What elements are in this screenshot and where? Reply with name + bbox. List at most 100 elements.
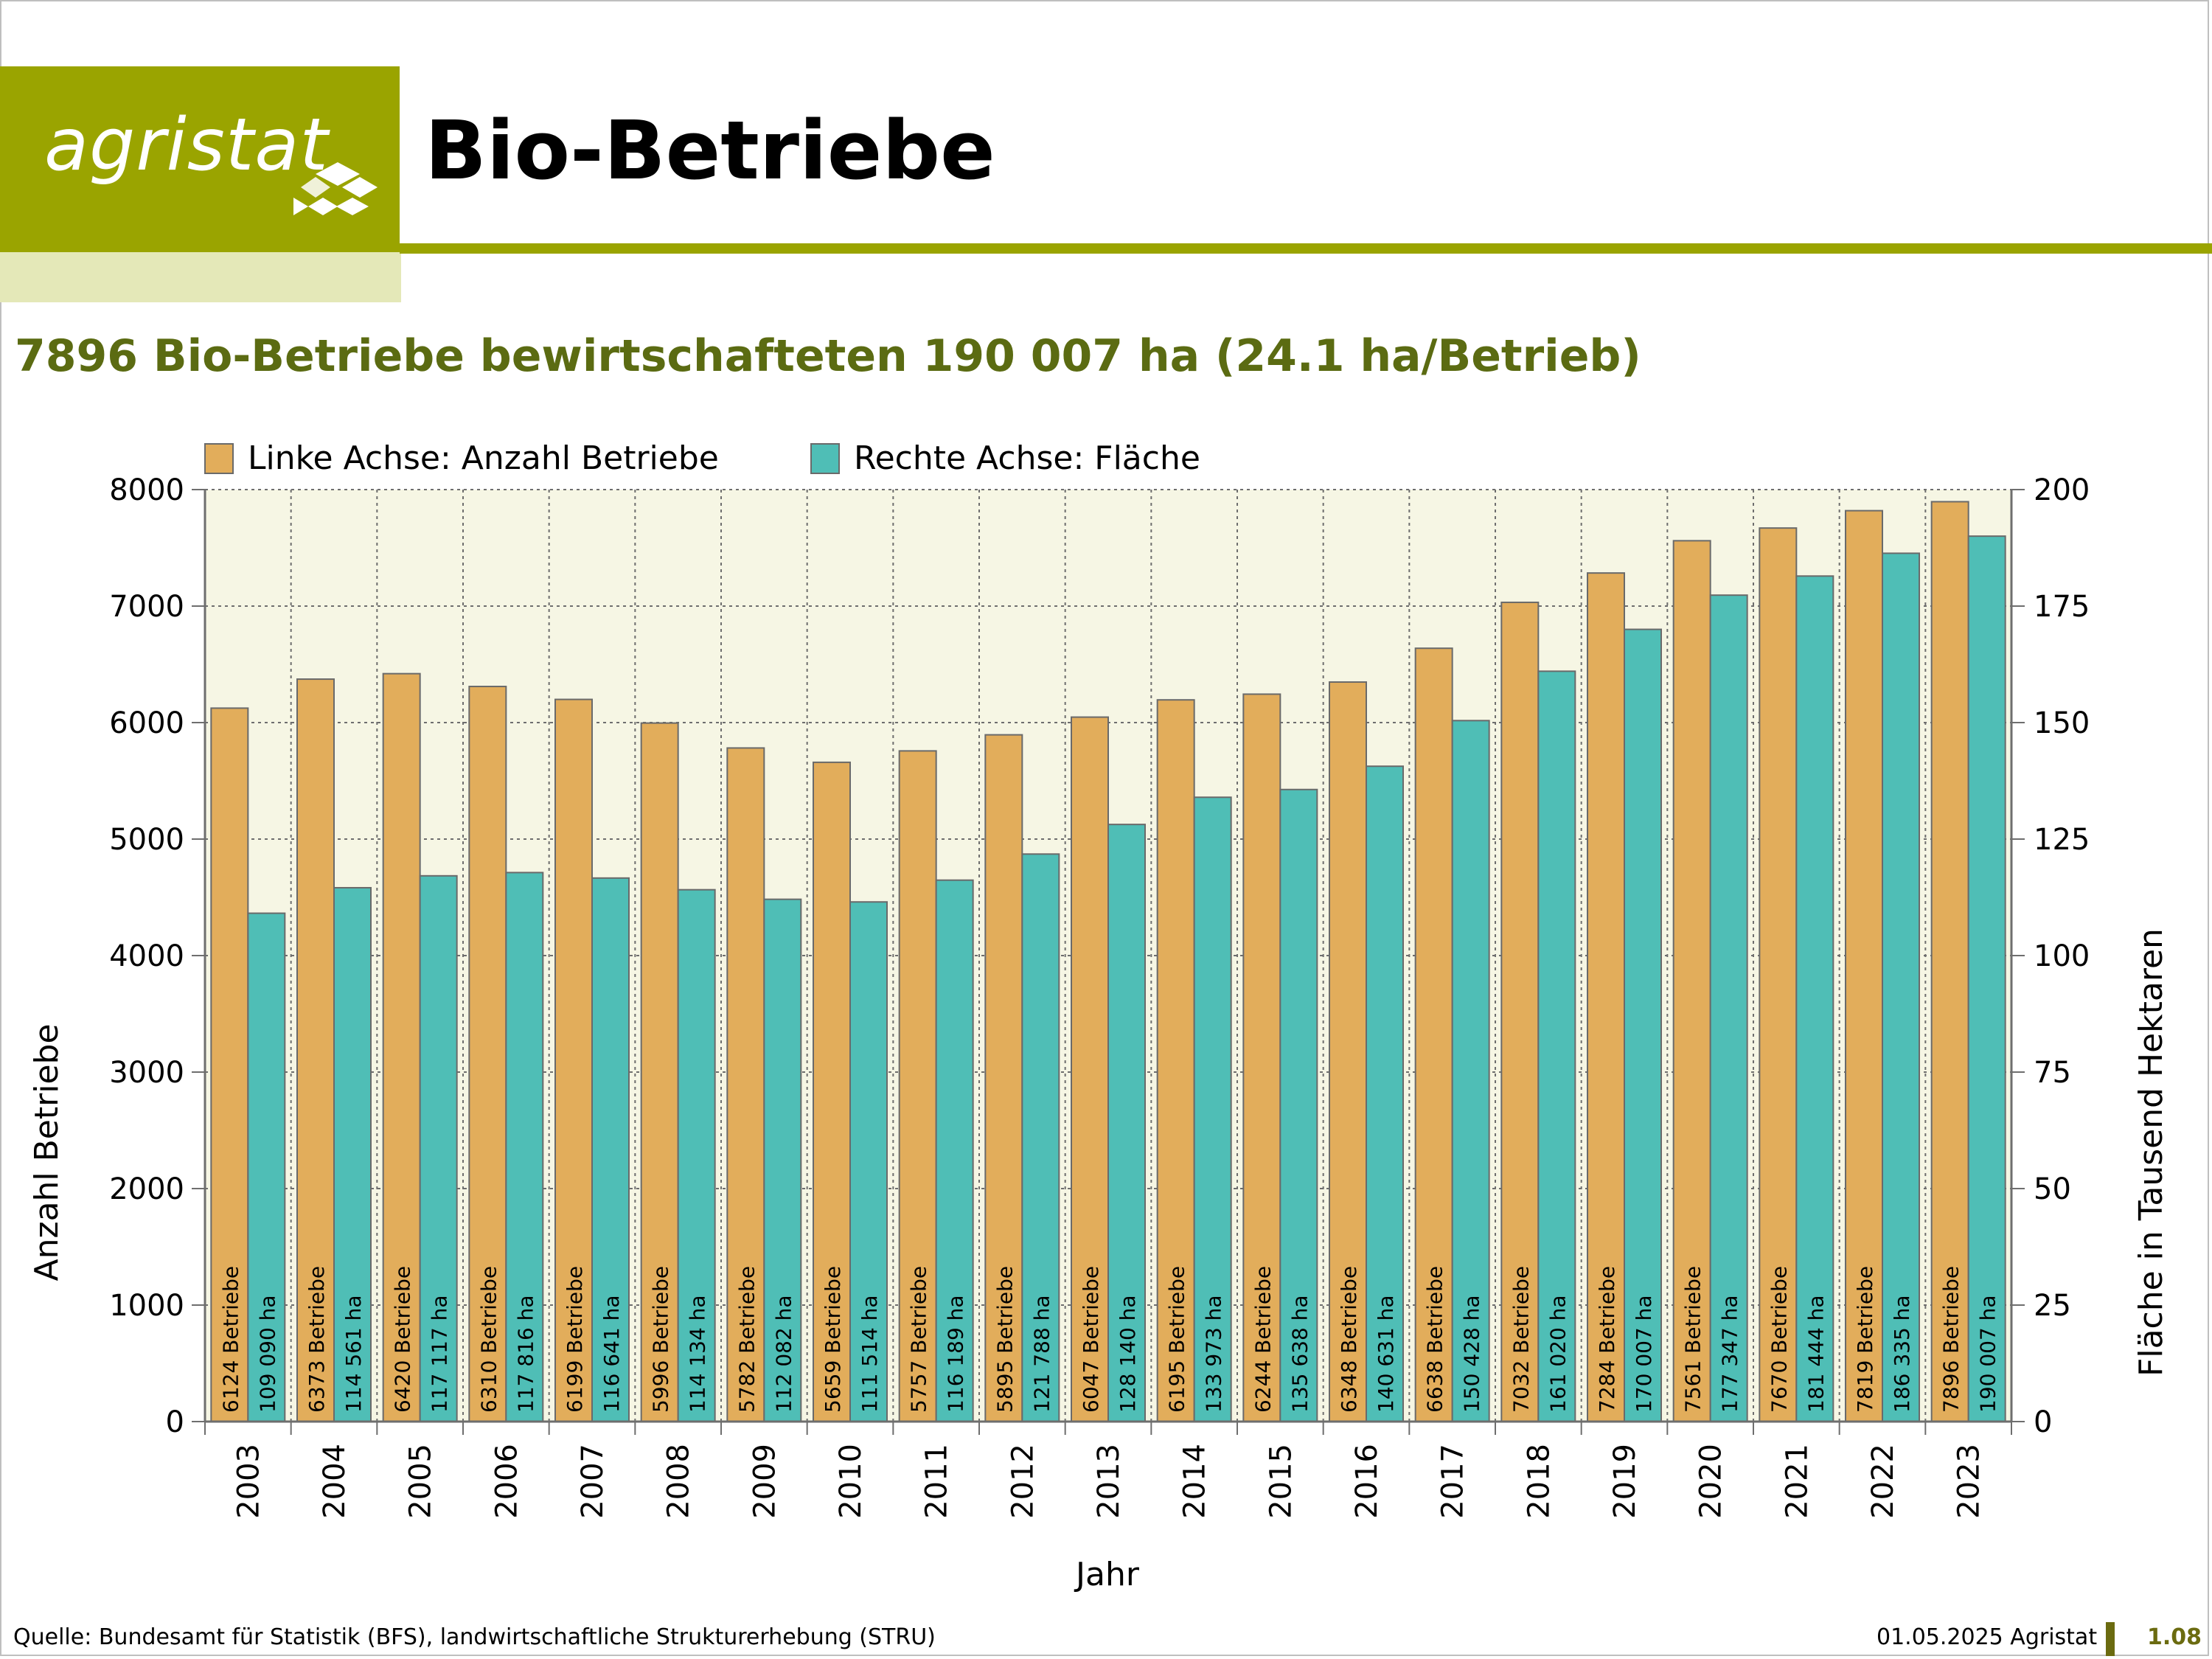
x-tick-label: 2008 <box>662 1444 696 1519</box>
bar-betriebe <box>296 678 335 1423</box>
bar-betriebe <box>382 672 421 1422</box>
y-tick-label: 0 <box>166 1405 184 1439</box>
bar-betriebe <box>640 722 679 1422</box>
x-tick-label: 2013 <box>1092 1444 1126 1519</box>
data-label-flaeche: 140 631 ha <box>1374 1295 1398 1413</box>
x-tick-label: 2005 <box>404 1444 438 1519</box>
y2-tick-label: 150 <box>2034 706 2090 740</box>
data-label-betriebe: 7561 Betriebe <box>1681 1266 1705 1413</box>
logo-underlay <box>0 252 401 302</box>
bar-flaeche <box>591 877 630 1422</box>
data-label-flaeche: 186 335 ha <box>1890 1295 1914 1413</box>
data-label-betriebe: 6195 Betriebe <box>1165 1266 1189 1413</box>
data-label-betriebe: 5895 Betriebe <box>992 1266 1017 1413</box>
logo-mark-icon <box>293 162 378 215</box>
bar-flaeche <box>1624 628 1662 1422</box>
data-label-betriebe: 7670 Betriebe <box>1767 1266 1791 1413</box>
bar-betriebe <box>1759 527 1798 1422</box>
x-tick-label: 2012 <box>1006 1444 1040 1519</box>
bar-flaeche <box>1193 796 1232 1422</box>
y2-tick-label: 75 <box>2034 1056 2071 1090</box>
bar-betriebe <box>1500 601 1540 1423</box>
data-label-betriebe: 7896 Betriebe <box>1939 1266 1964 1413</box>
x-tick-label: 2014 <box>1178 1444 1212 1519</box>
y-tick-label: 5000 <box>109 823 184 857</box>
bar-flaeche <box>1882 552 1920 1422</box>
y2-tick-label: 25 <box>2034 1289 2071 1323</box>
data-label-betriebe: 5782 Betriebe <box>734 1266 759 1413</box>
x-tick-label: 2009 <box>748 1444 782 1519</box>
bar-flaeche <box>677 888 716 1422</box>
data-label-flaeche: 114 561 ha <box>341 1295 366 1413</box>
bar-betriebe <box>1930 501 1969 1422</box>
bar-flaeche <box>935 879 974 1422</box>
y-tick-label: 6000 <box>109 706 184 740</box>
footer-divider <box>2106 1622 2115 1656</box>
data-label-flaeche: 135 638 ha <box>1287 1295 1312 1413</box>
bar-betriebe <box>1329 681 1367 1422</box>
legend-swatch-betriebe <box>204 443 234 474</box>
data-label-flaeche: 116 641 ha <box>599 1295 624 1413</box>
page-title: Bio-Betriebe <box>425 103 995 198</box>
data-label-betriebe: 7032 Betriebe <box>1509 1266 1533 1413</box>
bar-flaeche <box>1021 853 1060 1422</box>
data-label-betriebe: 5757 Betriebe <box>907 1266 931 1413</box>
bar-flaeche <box>505 872 544 1422</box>
bar-chart: 6124 Betriebe 109 090 ha 6373 Betriebe 114 … <box>28 439 2170 1593</box>
data-label-betriebe: 6373 Betriebe <box>305 1266 329 1413</box>
x-tick-label: 2011 <box>920 1444 954 1519</box>
data-label-flaeche: 170 007 ha <box>1632 1295 1656 1413</box>
y-axis-title: Anzahl Betriebe <box>28 1023 66 1281</box>
data-label-betriebe: 6638 Betriebe <box>1423 1266 1447 1413</box>
x-tick-label: 2022 <box>1866 1444 1900 1519</box>
x-tick-label: 2015 <box>1264 1444 1298 1519</box>
data-label-flaeche: 133 973 ha <box>1202 1295 1226 1413</box>
x-tick-label: 2004 <box>318 1444 352 1519</box>
x-tick-label: 2003 <box>232 1444 265 1519</box>
x-tick-label: 2019 <box>1608 1444 1642 1519</box>
footer-page-number: 1.08 <box>2147 1624 2202 1650</box>
x-tick-label: 2023 <box>1952 1444 1986 1519</box>
logo-box <box>0 66 400 252</box>
y2-tick-label: 175 <box>2034 590 2090 624</box>
x-tick-label: 2020 <box>1694 1444 1728 1519</box>
data-label-flaeche: 181 444 ha <box>1804 1295 1828 1413</box>
x-tick-label: 2010 <box>834 1444 868 1519</box>
data-label-flaeche: 190 007 ha <box>1976 1295 2000 1413</box>
bar-flaeche <box>1107 824 1146 1422</box>
data-label-betriebe: 6420 Betriebe <box>391 1266 415 1413</box>
data-label-flaeche: 117 816 ha <box>513 1295 538 1413</box>
data-label-flaeche: 109 090 ha <box>255 1295 279 1413</box>
bar-flaeche <box>1709 594 1748 1422</box>
y2-tick-label: 200 <box>2034 473 2090 507</box>
bar-flaeche <box>1967 535 2006 1422</box>
y-tick-label: 7000 <box>109 590 184 624</box>
y2-tick-label: 0 <box>2034 1405 2052 1439</box>
data-label-flaeche: 114 134 ha <box>686 1295 710 1413</box>
data-label-betriebe: 7819 Betriebe <box>1853 1266 1877 1413</box>
bar-betriebe <box>984 734 1023 1422</box>
y-tick-label: 3000 <box>109 1056 184 1090</box>
bar-betriebe <box>468 686 507 1422</box>
chart-subtitle: 7896 Bio-Betriebe bewirtschafteten 190 0… <box>15 330 1641 382</box>
data-label-flaeche: 128 140 ha <box>1116 1295 1140 1413</box>
data-label-flaeche: 177 347 ha <box>1718 1295 1742 1413</box>
x-tick-label: 2021 <box>1780 1444 1814 1519</box>
footer-source: Quelle: Bundesamt für Statistik (BFS), l… <box>13 1624 936 1650</box>
y-tick-label: 2000 <box>109 1172 184 1206</box>
data-label-betriebe: 5996 Betriebe <box>649 1266 673 1413</box>
y2-tick-label: 50 <box>2034 1172 2071 1206</box>
x-tick-label: 2016 <box>1350 1444 1384 1519</box>
header-rule <box>400 243 2212 254</box>
legend-label-betriebe: Linke Achse: Anzahl Betriebe <box>248 439 719 477</box>
data-label-flaeche: 150 428 ha <box>1460 1295 1484 1413</box>
data-label-betriebe: 6348 Betriebe <box>1337 1266 1361 1413</box>
legend-swatch-flaeche <box>810 443 840 474</box>
data-label-betriebe: 5659 Betriebe <box>821 1266 845 1413</box>
data-label-flaeche: 121 788 ha <box>1029 1295 1054 1413</box>
x-tick-label: 2007 <box>576 1444 610 1519</box>
x-tick-label: 2017 <box>1436 1444 1470 1519</box>
bar-flaeche <box>247 912 286 1422</box>
x-tick-label: 2018 <box>1522 1444 1556 1519</box>
